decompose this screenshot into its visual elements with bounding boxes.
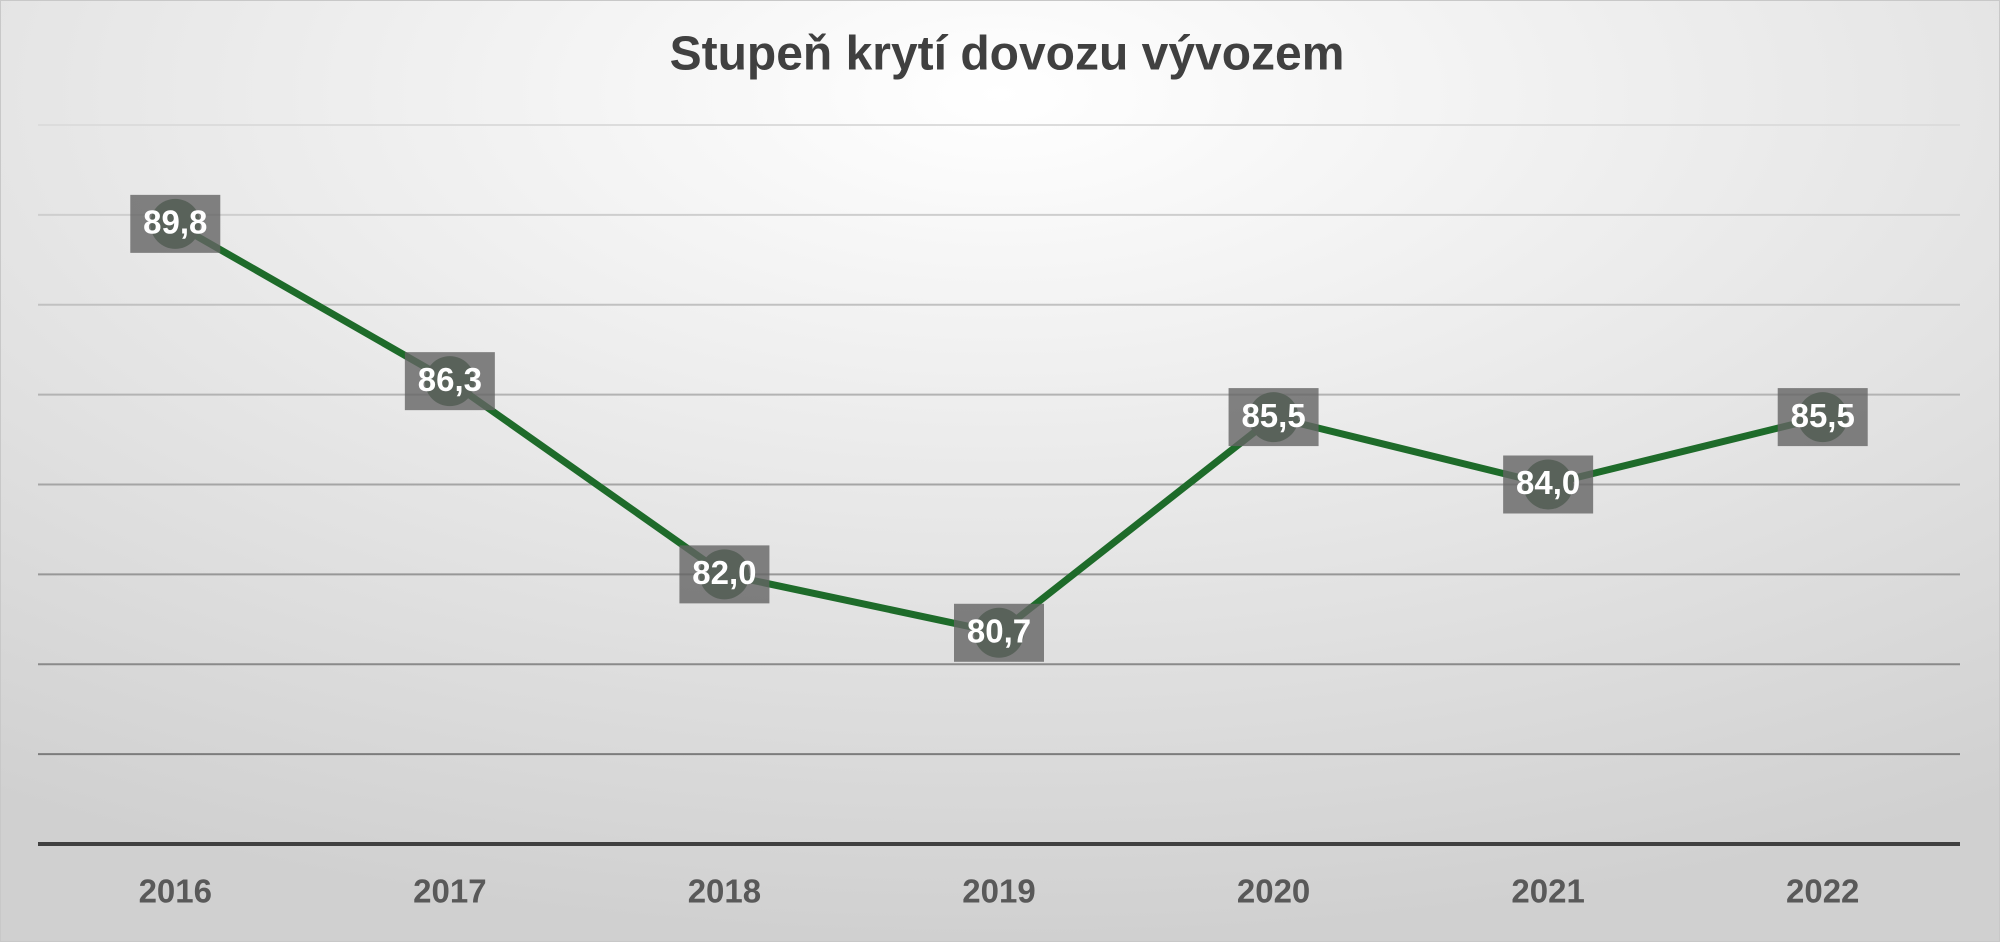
data-label: 84,0 (1516, 464, 1580, 501)
chart-title: Stupeň krytí dovozu vývozem (670, 28, 1345, 81)
x-tick-label: 2018 (688, 873, 761, 910)
data-label: 80,7 (967, 613, 1031, 650)
data-label: 89,8 (143, 204, 207, 241)
label-box (130, 194, 221, 253)
label-box (1503, 455, 1594, 514)
label-box (679, 545, 770, 604)
x-tick-label: 2016 (139, 873, 212, 910)
x-tick-label: 2020 (1237, 873, 1310, 910)
data-label: 82,0 (692, 554, 756, 591)
label-box (1228, 388, 1319, 447)
label-box (954, 603, 1044, 662)
x-tick-label: 2022 (1786, 873, 1859, 910)
x-tick-label: 2017 (413, 873, 486, 910)
x-tick-label: 2021 (1511, 873, 1584, 910)
data-label: 85,5 (1791, 397, 1855, 434)
label-box (404, 352, 495, 411)
x-tick-label: 2019 (962, 873, 1035, 910)
data-label: 86,3 (418, 361, 482, 398)
label-box (1777, 388, 1868, 447)
data-label: 85,5 (1241, 397, 1305, 434)
